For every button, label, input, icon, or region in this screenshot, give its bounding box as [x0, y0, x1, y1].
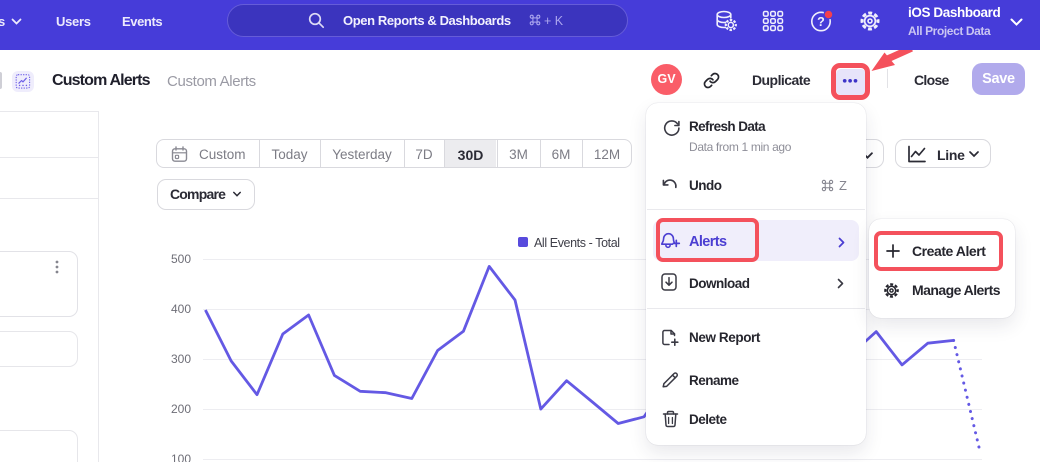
- svg-text:?: ?: [817, 15, 825, 29]
